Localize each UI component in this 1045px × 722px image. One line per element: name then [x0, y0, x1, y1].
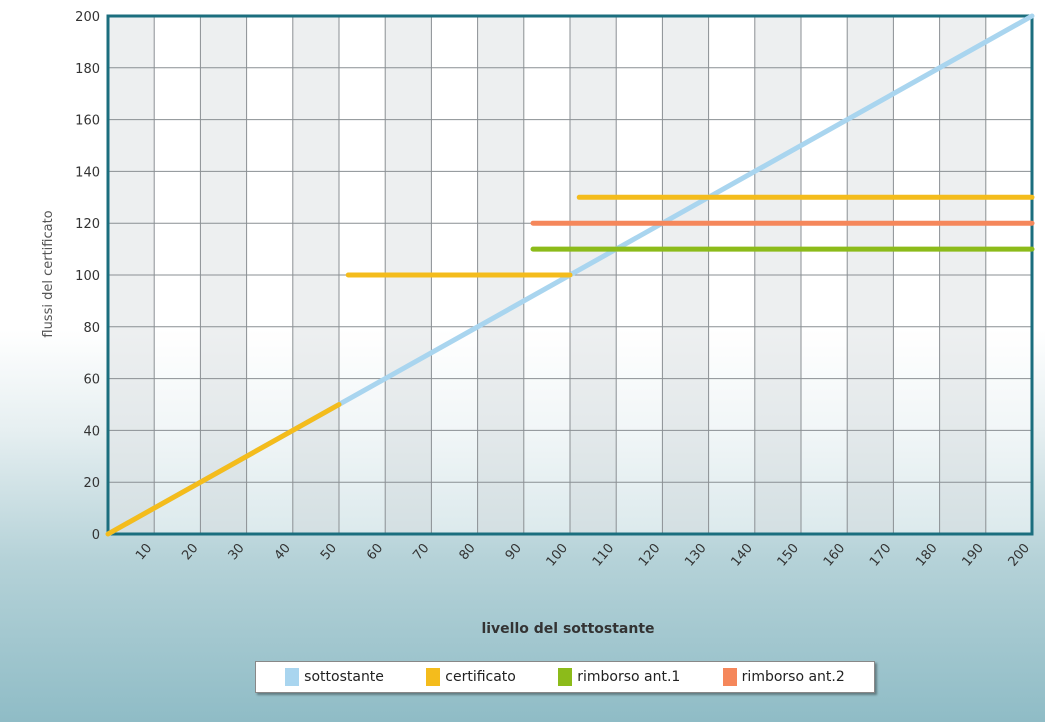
x-tick-label: 40: [272, 541, 294, 563]
x-tick-label: 110: [590, 541, 617, 570]
legend-item: rimborso ant.2: [722, 668, 845, 686]
y-tick-label: 100: [75, 269, 100, 284]
legend-label: rimborso ant.2: [741, 669, 845, 685]
legend: sottostante certificato rimborso ant.1 rimb…: [255, 661, 875, 693]
legend-label: rimborso ant.1: [577, 669, 681, 685]
x-tick-label: 140: [728, 541, 755, 570]
series-line-segment: [105, 402, 342, 537]
legend-item: rimborso ant.1: [558, 668, 680, 686]
y-tick-label: 20: [83, 476, 100, 491]
x-axis-ticks: 10 20 30 40 50 60 70 80 90 100 110 120 130 140 150 160 1…: [133, 541, 1033, 570]
y-tick-label: 0: [92, 528, 100, 543]
y-tick-label: 160: [75, 114, 100, 129]
x-tick-label: 80: [457, 541, 479, 563]
x-tick-label: 50: [318, 541, 340, 563]
y-tick-label: 80: [83, 321, 100, 336]
y-tick-label: 60: [83, 373, 100, 388]
x-tick-label: 200: [1006, 541, 1033, 570]
x-tick-label: 10: [133, 541, 155, 563]
x-tick-label: 90: [503, 541, 525, 563]
legend-swatch: [285, 668, 300, 686]
legend-swatch: [426, 668, 441, 686]
y-axis-ticks: 0 20 40 60 80 100 120 140 160 180 200: [75, 10, 100, 543]
legend-swatch: [558, 668, 573, 686]
y-tick-label: 40: [83, 424, 100, 439]
x-tick-label: 180: [913, 541, 940, 570]
legend-swatch: [722, 668, 737, 686]
y-tick-label: 140: [75, 165, 100, 180]
y-tick-label: 200: [75, 10, 100, 25]
y-axis-title: flussi del certificato: [41, 210, 56, 337]
x-tick-label: 150: [775, 541, 802, 570]
series-layer: [105, 13, 1035, 537]
x-tick-label: 70: [410, 541, 432, 563]
x-tick-label: 160: [821, 541, 848, 570]
legend-item: certificato: [426, 668, 516, 686]
series-certificato: [105, 194, 1035, 537]
y-tick-label: 180: [75, 62, 100, 77]
plot-frame: [106, 14, 1034, 536]
x-tick-label: 20: [179, 541, 201, 563]
x-tick-label: 30: [226, 541, 248, 563]
x-tick-label: 120: [636, 541, 663, 570]
x-tick-label: 190: [959, 541, 986, 570]
x-tick-label: 60: [364, 541, 386, 563]
legend-label: sottostante: [304, 669, 384, 685]
x-tick-label: 100: [544, 541, 571, 570]
x-axis-title: livello del sottostante: [481, 621, 654, 637]
grid-lines: [108, 15, 1033, 535]
legend-item: sottostante: [285, 668, 384, 686]
y-tick-label: 120: [75, 217, 100, 232]
x-tick-label: 130: [682, 541, 709, 570]
x-tick-label: 170: [867, 541, 894, 570]
legend-label: certificato: [445, 669, 516, 685]
